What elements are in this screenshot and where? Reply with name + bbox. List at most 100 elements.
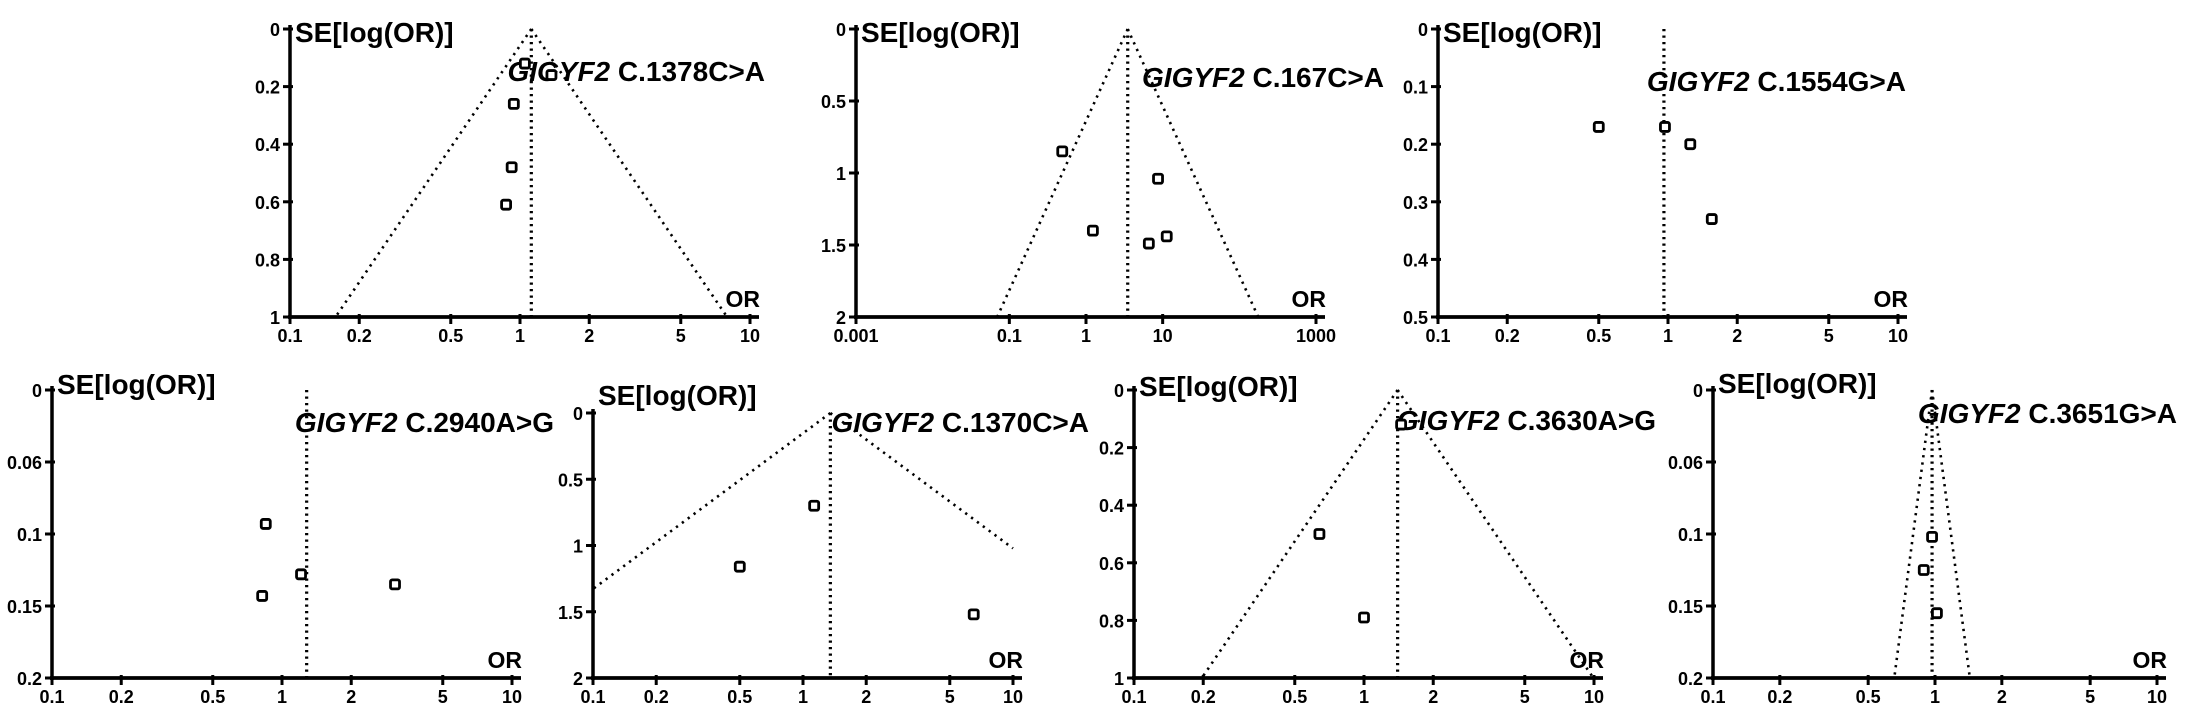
data-point	[733, 560, 746, 573]
x-tick-label: 10	[740, 326, 760, 346]
x-tick-label: 0.1	[580, 687, 605, 707]
panel-title-variant: C.3630A>G	[1507, 405, 1656, 436]
data-point	[1684, 138, 1697, 151]
y-tick-label: 0.4	[1403, 250, 1428, 270]
y-tick-label: 1	[270, 308, 280, 328]
data-point	[1917, 564, 1930, 576]
y-tick-label: 0.06	[7, 453, 42, 473]
x-tick-label: 1	[277, 687, 287, 707]
funnel-edge-left-line	[1892, 389, 1934, 679]
x-axis-title: OR	[1292, 286, 1327, 312]
funnel-edge-right-line	[829, 411, 1014, 550]
funnel-plot-panel-c167: 0.001 0.1 1 10 1000 0 0.5 1 1.5 2 SE[log(OR)] OR GIG…	[821, 17, 1384, 346]
y-tick-label: 0	[1114, 381, 1124, 401]
y-axis-title: SE[log(OR)]	[1139, 371, 1298, 402]
x-tick-label: 0.1	[997, 326, 1022, 346]
y-tick-label: 0	[32, 381, 42, 401]
x-axis-title: OR	[1874, 286, 1909, 312]
x-tick-label: 0.5	[1282, 687, 1307, 707]
y-axis-title: SE[log(OR)]	[57, 369, 216, 400]
y-tick-label: 0.8	[255, 250, 280, 270]
data-point	[545, 69, 558, 81]
y-tick-label: 0.15	[7, 597, 42, 617]
x-tick-label: 10	[1003, 687, 1023, 707]
funnel-edge-left-line	[592, 411, 832, 590]
x-tick-label: 0.1	[39, 687, 64, 707]
x-tick-label: 0.1	[1425, 326, 1450, 346]
x-tick-label: 0.2	[109, 687, 134, 707]
data-point	[259, 518, 272, 530]
x-tick-label: 10	[2147, 687, 2167, 707]
panel-title: GIGYF2 C.167C>A	[1142, 62, 1384, 93]
x-tick-label: 1000	[1296, 326, 1336, 346]
x-tick-label: 2	[861, 687, 871, 707]
data-point	[507, 97, 520, 110]
y-tick-label: 1	[836, 164, 846, 184]
y-tick-label: 0.5	[558, 470, 583, 490]
data-point	[389, 578, 401, 591]
x-tick-label: 10	[1584, 687, 1604, 707]
data-point	[1659, 121, 1671, 133]
panel-title-variant: C.1370C>A	[942, 407, 1089, 438]
data-point	[1592, 121, 1605, 133]
panel-title-variant: C.2940A>G	[405, 407, 554, 438]
data-point	[295, 568, 307, 581]
x-tick-label: 5	[1824, 326, 1834, 346]
y-tick-label: 2	[836, 308, 846, 328]
panel-title-gene: GIGYF2	[1397, 405, 1507, 436]
x-tick-label: 5	[676, 326, 686, 346]
y-tick-label: 0	[573, 404, 583, 424]
data-point	[1358, 611, 1370, 624]
y-tick-label: 0.2	[17, 669, 42, 689]
x-tick-label: 5	[2085, 687, 2095, 707]
panel-title: GIGYF2 C.1370C>A	[831, 407, 1089, 438]
x-tick-label: 1	[515, 326, 525, 346]
y-axis-title: SE[log(OR)]	[598, 380, 757, 411]
x-tick-label: 0.2	[1767, 687, 1792, 707]
data-point	[1152, 172, 1164, 185]
data-point	[1931, 607, 1943, 620]
y-axis-title: SE[log(OR)]	[295, 17, 454, 48]
data-point	[1160, 230, 1173, 243]
x-tick-label: 1	[1359, 687, 1369, 707]
x-tick-label: 0.2	[1191, 687, 1216, 707]
panel-title: GIGYF2 C.3651G>A	[1918, 398, 2177, 429]
x-tick-label: 1	[1663, 326, 1673, 346]
panel-title-gene: GIGYF2	[1647, 66, 1757, 97]
funnel-edge-right-line	[1930, 389, 1972, 679]
x-tick-label: 10	[1888, 326, 1908, 346]
data-point	[1926, 530, 1938, 543]
y-tick-label: 0.4	[255, 135, 280, 155]
y-tick-label: 0	[836, 20, 846, 40]
data-point	[1056, 145, 1069, 158]
panel-title-gene: GIGYF2	[831, 407, 941, 438]
y-tick-label: 0.1	[1403, 78, 1428, 98]
x-tick-label: 0.1	[1700, 687, 1725, 707]
x-tick-label: 2	[584, 326, 594, 346]
y-tick-label: 0.8	[1099, 611, 1124, 631]
data-point	[1142, 237, 1155, 250]
funnel-edge-left-line	[996, 28, 1129, 318]
y-tick-label: 2	[573, 669, 583, 689]
panel-title: GIGYF2 C.3630A>G	[1397, 405, 1656, 436]
data-point	[1313, 528, 1326, 540]
panel-title-variant: C.1554G>A	[1757, 66, 1906, 97]
x-tick-label: 0.5	[1856, 687, 1881, 707]
y-tick-label: 0.4	[1099, 496, 1124, 516]
x-tick-label: 0.1	[1121, 687, 1146, 707]
y-tick-label: 0.2	[255, 78, 280, 98]
x-axis-title: OR	[989, 647, 1024, 673]
panel-title-variant: C.167C>A	[1252, 62, 1384, 93]
y-tick-label: 1	[1114, 669, 1124, 689]
x-tick-label: 5	[1520, 687, 1530, 707]
x-tick-label: 0.001	[833, 326, 878, 346]
y-tick-label: 0.06	[1668, 453, 1703, 473]
y-tick-label: 0.3	[1403, 193, 1428, 213]
data-point	[1705, 213, 1718, 225]
funnel-plot-panel-c3630: 0.1 0.2 0.5 1 2 5 10 0 0.2 0.4 0.6 0.8 1 SE[log(OR)] O…	[1099, 371, 1656, 707]
x-axis-title: OR	[2133, 647, 2168, 673]
data-point	[808, 499, 821, 512]
y-tick-label: 1.5	[821, 236, 846, 256]
